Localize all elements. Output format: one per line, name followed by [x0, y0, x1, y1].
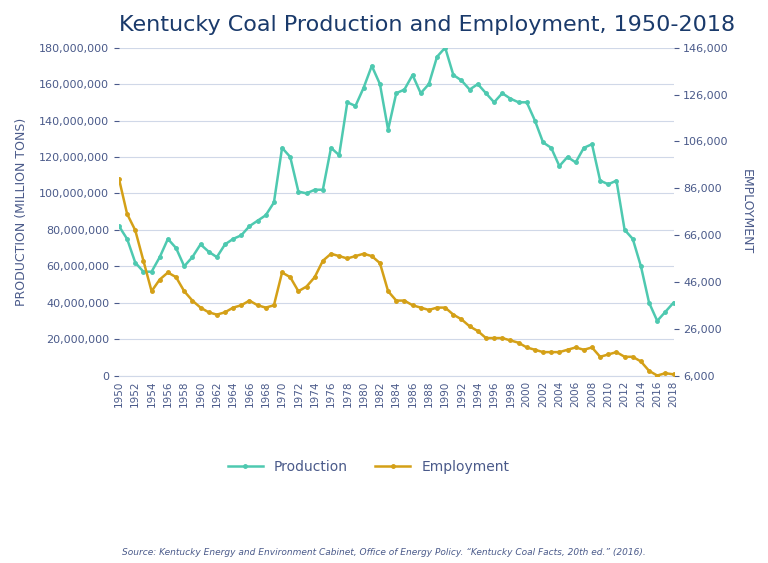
Production — [204, 248, 214, 255]
Text: Source: Kentucky Energy and Environment Cabinet, Office of Energy Policy. “Kentu: Source: Kentucky Energy and Environment … — [122, 548, 646, 557]
Employment — [155, 276, 164, 283]
Y-axis label: PRODUCTION (MILLION TONS): PRODUCTION (MILLION TONS) — [15, 118, 28, 306]
Production — [547, 145, 556, 151]
Employment — [114, 176, 124, 182]
Legend: Production, Employment: Production, Employment — [222, 454, 515, 480]
Production — [660, 309, 670, 315]
Text: Kentucky Coal Production and Employment, 1950-2018: Kentucky Coal Production and Employment,… — [119, 15, 735, 35]
Production — [220, 241, 230, 248]
Production — [653, 318, 662, 324]
Production — [441, 44, 450, 51]
Employment — [220, 309, 230, 316]
Employment — [294, 288, 303, 294]
Employment — [660, 370, 670, 377]
Employment — [653, 372, 662, 379]
Line: Production: Production — [118, 46, 675, 323]
Production — [155, 254, 164, 261]
Production — [669, 300, 678, 306]
Line: Employment: Employment — [118, 177, 675, 377]
Y-axis label: EMPLOYMENT: EMPLOYMENT — [740, 169, 753, 254]
Employment — [302, 283, 311, 290]
Employment — [669, 371, 678, 378]
Production — [432, 53, 442, 60]
Production — [114, 223, 124, 230]
Employment — [432, 304, 442, 311]
